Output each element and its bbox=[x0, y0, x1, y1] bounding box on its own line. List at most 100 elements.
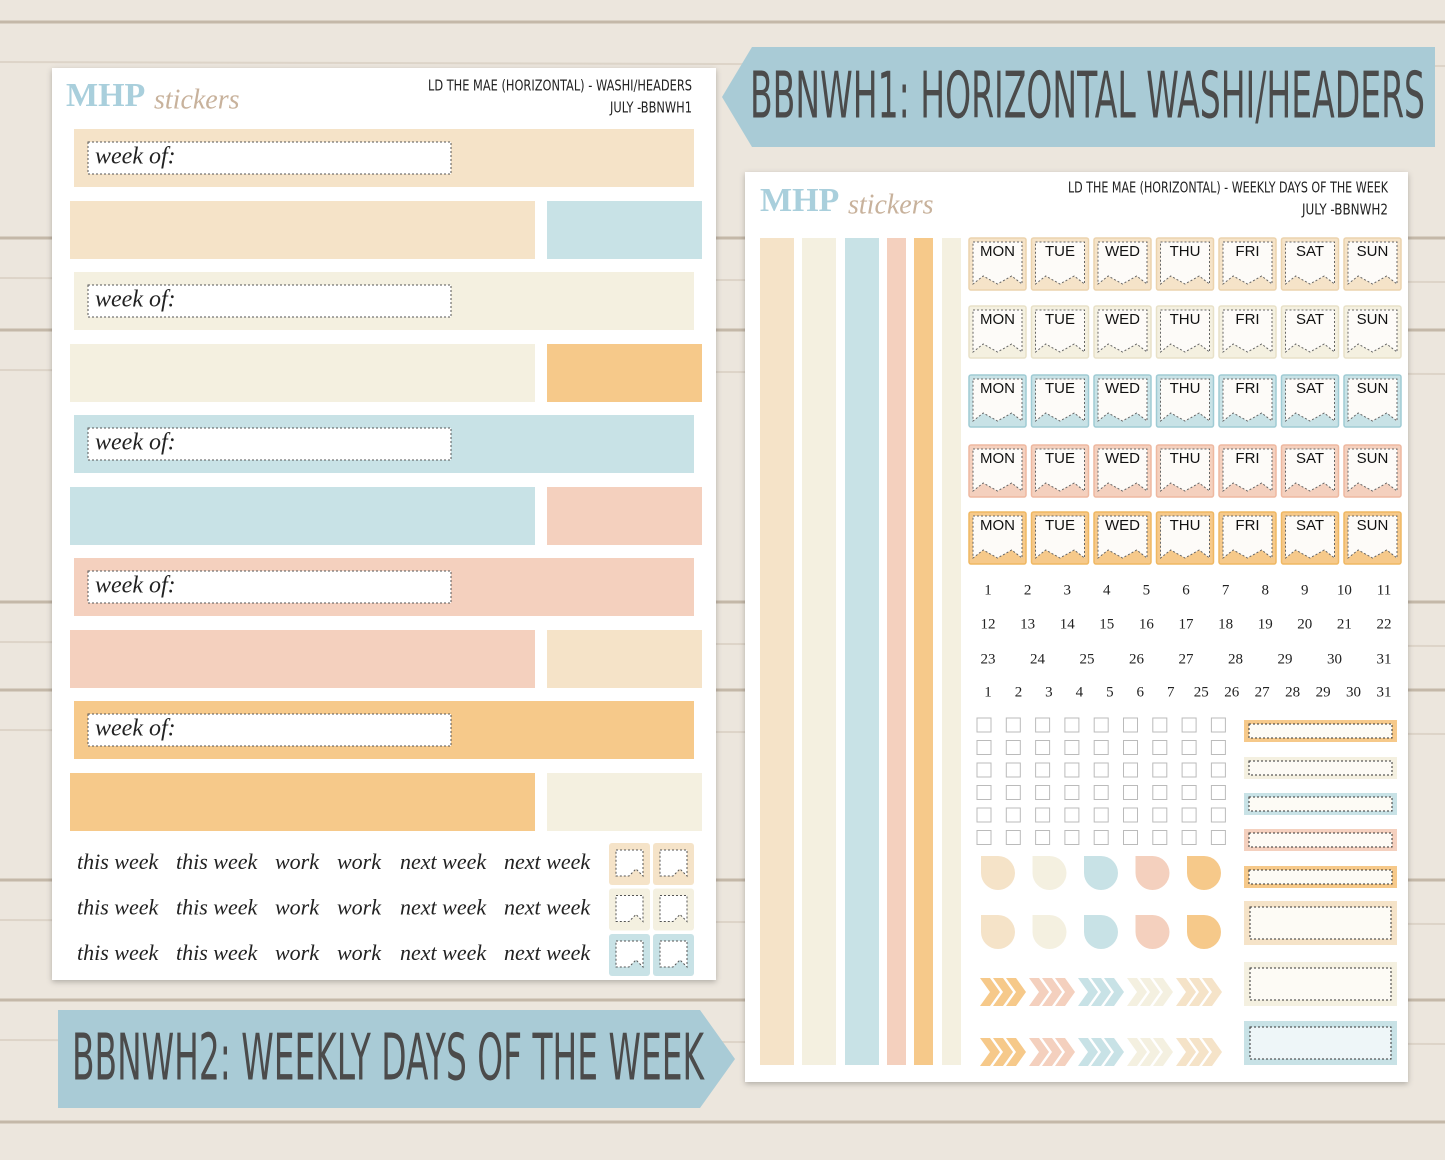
flag-outline bbox=[659, 895, 688, 923]
date-number: 2 bbox=[1015, 684, 1023, 700]
half-circle bbox=[981, 915, 1015, 949]
chevron bbox=[1078, 1038, 1098, 1066]
date-number: 19 bbox=[1258, 616, 1273, 632]
checkbox bbox=[1210, 762, 1226, 778]
checkbox bbox=[1005, 740, 1021, 755]
word-sticker: work bbox=[337, 940, 382, 965]
label-box-inner bbox=[1249, 906, 1392, 940]
date-number: 23 bbox=[981, 651, 996, 667]
checkbox bbox=[976, 830, 992, 845]
day-label: WED bbox=[1105, 311, 1140, 328]
vertical-washi bbox=[845, 238, 879, 1065]
date-number: 30 bbox=[1327, 651, 1342, 667]
checkbox bbox=[1123, 740, 1138, 755]
day-label: WED bbox=[1105, 517, 1140, 534]
word-sticker: work bbox=[275, 895, 320, 920]
chevron bbox=[1042, 978, 1062, 1006]
date-number: 28 bbox=[1285, 684, 1300, 700]
checkbox bbox=[1181, 807, 1197, 823]
logo-mark: MHP bbox=[66, 77, 145, 114]
date-number: 8 bbox=[1261, 582, 1269, 598]
day-label: WED bbox=[1105, 450, 1140, 467]
day-label: MON bbox=[980, 243, 1015, 260]
checkbox bbox=[1005, 717, 1021, 733]
date-number: 20 bbox=[1297, 616, 1312, 632]
logo-word: stickers bbox=[848, 189, 934, 220]
word-sticker: this week bbox=[77, 940, 159, 965]
day-tag-inner bbox=[1347, 309, 1398, 354]
vertical-washi bbox=[942, 238, 961, 1065]
sheet-code: JULY -BBNWH2 bbox=[1301, 201, 1388, 219]
date-number: 31 bbox=[1377, 651, 1392, 667]
chevron bbox=[1153, 978, 1173, 1006]
day-tag-inner bbox=[1097, 515, 1148, 560]
checkbox bbox=[976, 740, 992, 755]
date-number: 3 bbox=[1063, 582, 1071, 598]
flag-outline bbox=[659, 849, 688, 878]
chevron bbox=[1189, 1038, 1209, 1066]
header-box bbox=[87, 427, 452, 461]
checkbox bbox=[1093, 762, 1109, 778]
chevron bbox=[980, 978, 1000, 1006]
date-number: 24 bbox=[1030, 651, 1046, 667]
day-tag-inner bbox=[1285, 515, 1335, 560]
washi-strip bbox=[547, 344, 702, 402]
checkbox bbox=[1035, 740, 1051, 755]
header-label: week of: bbox=[95, 287, 176, 313]
day-label: SUN bbox=[1357, 450, 1389, 467]
washi-strip bbox=[547, 201, 702, 259]
header-box bbox=[87, 284, 452, 318]
checkbox bbox=[1123, 717, 1138, 733]
day-tag-inner bbox=[1285, 378, 1335, 423]
date-number: 27 bbox=[1179, 651, 1195, 667]
word-sticker: this week bbox=[176, 940, 258, 965]
day-tag-inner bbox=[1097, 309, 1148, 354]
sheet-code: JULY -BBNWH1 bbox=[609, 99, 692, 117]
banner-bottom-text: BBNWH2: WEEKLY DAYS OF THE WEEK bbox=[72, 1022, 705, 1096]
checkbox bbox=[1123, 762, 1138, 778]
word-sticker: this week bbox=[176, 849, 258, 874]
checkbox bbox=[1093, 717, 1109, 733]
day-label: MON bbox=[980, 517, 1015, 534]
banner-top bbox=[722, 47, 1435, 147]
word-sticker: this week bbox=[176, 895, 258, 920]
day-tag-inner bbox=[1285, 309, 1335, 354]
vertical-washi bbox=[760, 238, 794, 1065]
checkbox bbox=[976, 807, 992, 823]
checkbox bbox=[1123, 807, 1138, 823]
word-sticker: work bbox=[275, 940, 320, 965]
checkbox bbox=[1035, 762, 1051, 778]
chevron bbox=[1104, 1038, 1124, 1066]
day-tag-inner bbox=[1035, 448, 1085, 493]
date-number: 2 bbox=[1024, 582, 1032, 598]
chevron bbox=[1091, 1038, 1111, 1066]
date-number: 31 bbox=[1377, 684, 1392, 700]
day-label: SAT bbox=[1296, 243, 1324, 260]
checkbox bbox=[1064, 762, 1080, 778]
day-tag-inner bbox=[1347, 515, 1398, 560]
checkbox bbox=[1064, 830, 1080, 845]
word-sticker: this week bbox=[77, 849, 159, 874]
date-number: 26 bbox=[1224, 684, 1240, 700]
half-circle bbox=[1032, 856, 1067, 890]
chevron bbox=[1029, 1038, 1049, 1066]
date-number: 30 bbox=[1346, 684, 1361, 700]
washi-strip bbox=[70, 201, 535, 259]
label-strip-inner bbox=[1248, 869, 1393, 885]
header-box bbox=[87, 570, 452, 604]
half-circle bbox=[981, 856, 1015, 890]
date-number: 4 bbox=[1076, 684, 1084, 700]
word-sticker: next week bbox=[504, 940, 591, 965]
day-tag-inner bbox=[1347, 241, 1398, 286]
label-box-inner bbox=[1249, 967, 1392, 1001]
word-sticker: work bbox=[337, 849, 382, 874]
logo-word: stickers bbox=[154, 84, 240, 115]
label-strip-inner bbox=[1248, 723, 1393, 739]
banner-bottom bbox=[58, 1010, 735, 1108]
day-label: FRI bbox=[1235, 311, 1259, 328]
chevron bbox=[1140, 1038, 1160, 1066]
checkbox bbox=[976, 785, 992, 800]
date-number: 11 bbox=[1377, 582, 1391, 598]
sheet-content: MHP stickers LD THE MAE (HORIZONTAL) - WAS… bbox=[66, 77, 1402, 1066]
day-tag-inner bbox=[1097, 378, 1148, 423]
